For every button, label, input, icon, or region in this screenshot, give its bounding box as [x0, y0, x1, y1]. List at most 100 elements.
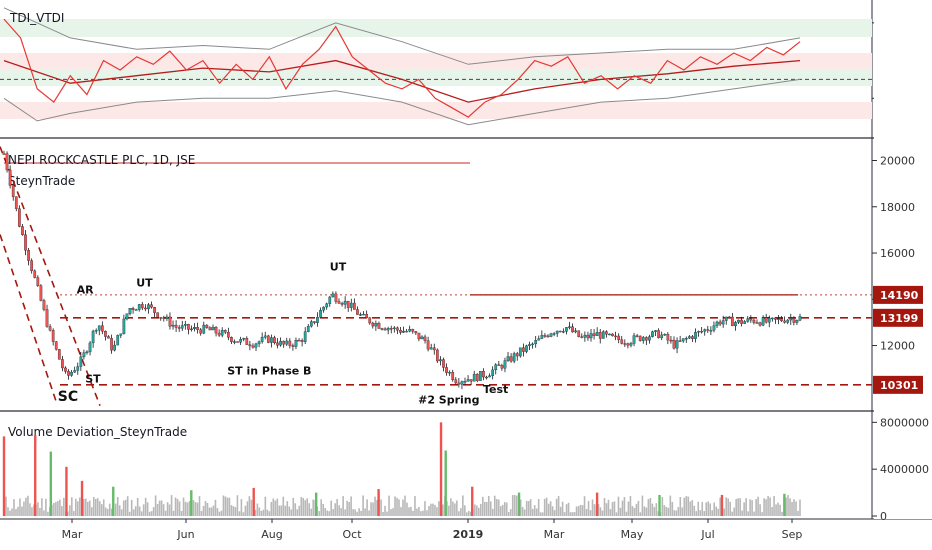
volume-spike: [783, 493, 786, 516]
candle-body: [392, 327, 396, 330]
candle-body: [466, 379, 470, 382]
volume-spike: [517, 492, 521, 516]
volume-bar: [503, 502, 506, 516]
candle-body: [380, 328, 384, 330]
volume-bar: [424, 501, 426, 516]
volume-bar: [328, 511, 330, 516]
volume-bar: [466, 512, 468, 516]
candle-body: [322, 306, 325, 311]
candle-body: [635, 335, 639, 337]
volume-bar: [128, 511, 131, 516]
candle-body: [21, 226, 24, 235]
volume-bar: [483, 501, 486, 516]
volume-bar: [396, 497, 398, 516]
volume-bar: [651, 503, 654, 516]
candle-body: [654, 330, 657, 332]
candle-body: [282, 340, 286, 345]
candle-body: [734, 322, 737, 327]
volume-bar: [120, 509, 123, 516]
volume-bar: [202, 506, 205, 516]
volume-bar: [703, 511, 706, 516]
candle-body: [555, 330, 559, 334]
candle-body: [279, 340, 282, 346]
x-axis: Mar Jun Aug Oct 2019 Mar May Jul Sep: [62, 519, 803, 541]
volume-bar: [79, 497, 81, 516]
candle-body: [214, 326, 218, 334]
x-tick-label: Sep: [782, 528, 803, 541]
volume-bar: [761, 512, 763, 516]
candle-body: [39, 285, 43, 301]
tdi-lower-band: [3, 78, 801, 126]
tdi-mid-line: [3, 59, 801, 103]
volume-bar: [414, 496, 416, 516]
volume-bar: [462, 495, 464, 516]
volume-bar: [106, 508, 109, 516]
volume-bar: [777, 502, 779, 516]
volume-bar: [264, 496, 267, 516]
x-tick-label: Aug: [261, 528, 282, 541]
volume-bar: [53, 502, 55, 516]
volume-bar: [226, 497, 229, 516]
volume-bar: [41, 498, 43, 516]
volume-bar: [489, 501, 492, 516]
candle-body: [537, 338, 541, 341]
volume-bar: [509, 509, 512, 516]
candle-body: [147, 304, 150, 310]
volume-spike: [444, 450, 447, 516]
volume-bar: [25, 497, 27, 516]
tdi-zone-top: [0, 19, 872, 37]
volume-bar: [96, 498, 99, 516]
volume-bar: [426, 510, 428, 516]
volume-bar: [523, 509, 526, 516]
candle-body: [697, 330, 700, 333]
volume-bar: [497, 499, 500, 516]
volume-bar: [364, 508, 366, 516]
volume-bar: [432, 503, 434, 516]
volume-bar: [92, 496, 95, 516]
candle-body: [183, 324, 187, 326]
volume-bar: [5, 496, 7, 516]
volume-bar: [547, 503, 550, 516]
candle-body: [159, 317, 163, 319]
volume-bar: [733, 507, 735, 516]
annotation-label: Test: [483, 383, 508, 396]
candle-body: [402, 330, 405, 333]
volume-bar: [230, 505, 233, 516]
volume-bar: [232, 506, 235, 516]
candle-body: [761, 317, 765, 326]
volume-bar: [749, 499, 751, 516]
volume-bar: [214, 499, 217, 516]
candle-body: [263, 335, 267, 338]
candle-body: [435, 349, 439, 362]
candle-body: [528, 344, 531, 346]
volume-bar: [142, 504, 145, 516]
volume-bar: [515, 495, 518, 516]
candle-body: [94, 330, 98, 332]
volume-bar: [88, 500, 91, 516]
candle-body: [337, 301, 341, 304]
volume-bar: [621, 500, 624, 516]
volume-bar: [398, 499, 400, 516]
candle-body: [248, 344, 252, 347]
volume-bar: [350, 496, 352, 516]
volume-bar: [180, 510, 183, 516]
price-tick-label: 16000: [880, 247, 915, 260]
candle-body: [623, 343, 627, 345]
volume-bar: [236, 495, 239, 516]
volume-bar: [194, 502, 197, 516]
candle-body: [644, 337, 648, 341]
candle-body: [777, 318, 780, 320]
candle-body: [574, 330, 577, 333]
volume-bar: [685, 496, 688, 516]
price-tick-label: 20000: [880, 155, 915, 168]
candle-body: [223, 330, 227, 333]
candle-body: [509, 356, 513, 362]
volume-bar: [643, 506, 646, 516]
volume-bar: [669, 495, 672, 516]
volume-bar: [525, 500, 528, 516]
volume-bar: [67, 511, 69, 516]
candle-body: [531, 343, 534, 346]
volume-bar: [200, 511, 203, 516]
candle-body: [598, 332, 602, 339]
